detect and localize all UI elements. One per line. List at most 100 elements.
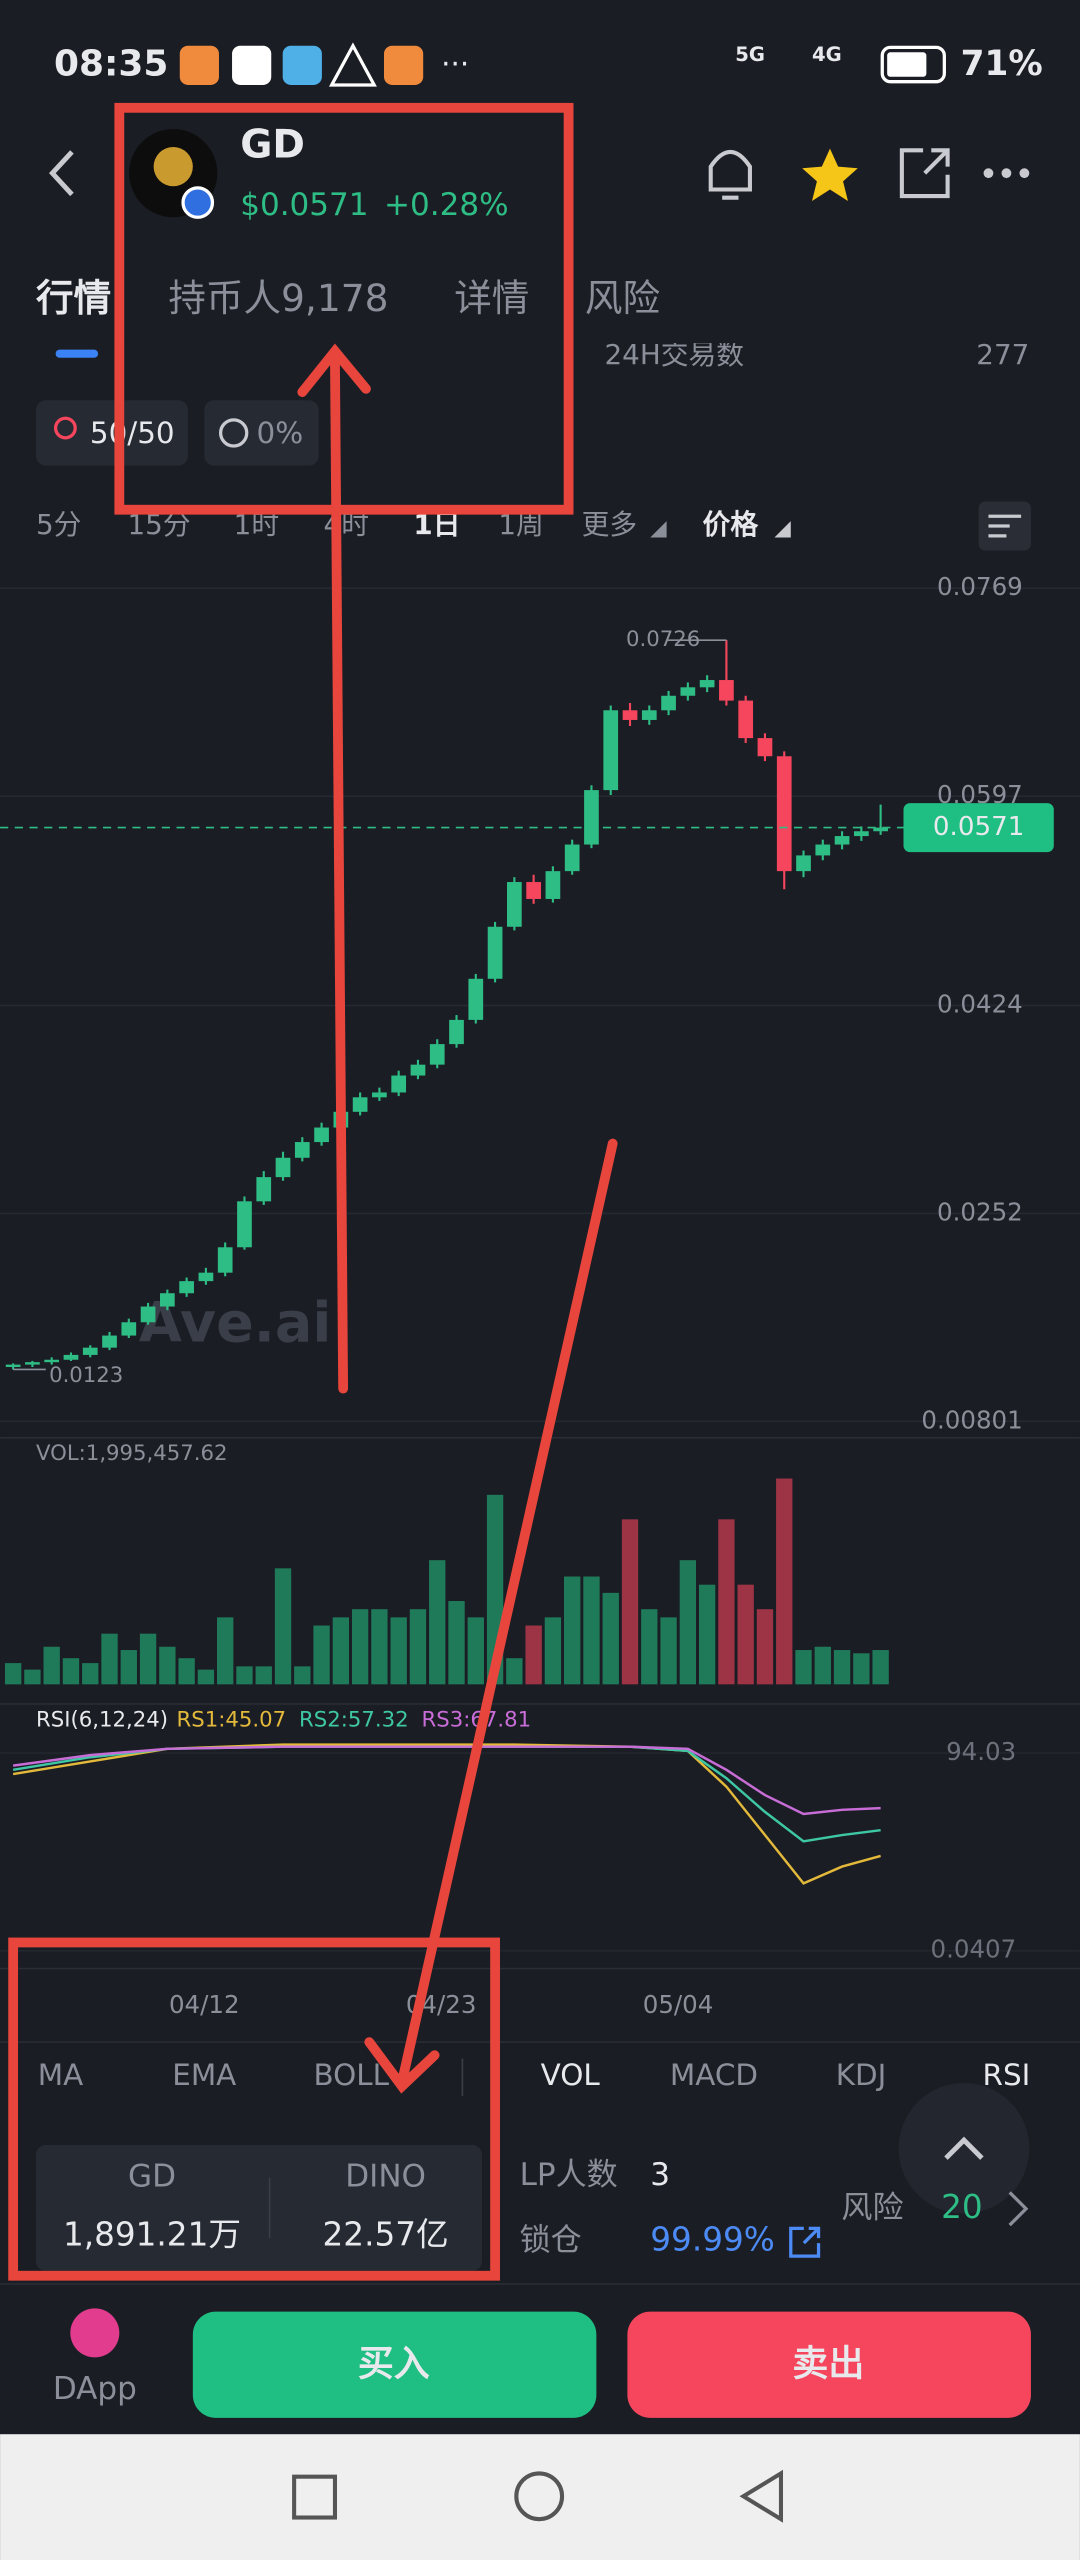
volume-bar <box>4 1663 22 1685</box>
chip-icon <box>218 418 249 448</box>
candle-body <box>25 1362 40 1365</box>
volume-bar <box>467 1617 484 1685</box>
interval[interactable]: 更多 <box>582 508 638 541</box>
nav-bar <box>0 2434 1080 2560</box>
tab[interactable]: 详情 <box>454 276 529 320</box>
alert-button[interactable] <box>708 149 752 200</box>
rsi-chart: 94.03 0.0407 RS1:45.07 RS2:57.32 RS3:67.81 <box>0 1707 1080 1964</box>
candle-body <box>372 1092 387 1098</box>
volume-bar <box>718 1519 735 1685</box>
candle-body <box>256 1177 272 1202</box>
network-label: 5G <box>735 43 765 66</box>
last-price-label: 0.0571 <box>933 812 1024 842</box>
rsi-line <box>12 1745 881 1816</box>
rsi-tick-label: 94.03 <box>946 1737 1016 1766</box>
candle-body <box>217 1247 233 1273</box>
dapp-label[interactable]: DApp <box>53 2371 137 2407</box>
nav-home[interactable] <box>514 2471 565 2522</box>
tab[interactable]: 行情 <box>36 276 111 320</box>
candle-body <box>294 1142 310 1158</box>
volume-bar <box>679 1560 697 1685</box>
chip-icon <box>53 416 77 440</box>
volume-bar <box>313 1625 330 1685</box>
nav-recent[interactable] <box>292 2474 338 2520</box>
status-icon <box>383 45 424 85</box>
more-button[interactable] <box>983 168 1030 179</box>
rsi-legend: RS1:45.07 <box>177 1707 287 1732</box>
network-label: 4G <box>812 43 842 66</box>
annotation-box <box>114 102 574 515</box>
rsi-legend: RS2:57.32 <box>299 1707 409 1732</box>
volume-bar <box>236 1666 253 1685</box>
sell-button[interactable] <box>627 2311 1031 2418</box>
candle-body <box>410 1064 426 1076</box>
lp-label: LP人数 <box>520 2157 618 2193</box>
volume-bar <box>217 1617 234 1685</box>
candle-body <box>506 882 522 927</box>
indicator[interactable]: EMA <box>172 2058 236 2092</box>
interval[interactable]: 5分 <box>36 508 81 541</box>
candle-body <box>468 978 484 1020</box>
indicator[interactable]: KDJ <box>836 2058 887 2092</box>
volume-bar <box>544 1617 562 1685</box>
dapp-icon[interactable] <box>70 2308 120 2358</box>
rsi-legend: RS3:67.81 <box>422 1707 532 1732</box>
volume-bar <box>660 1617 677 1685</box>
tab[interactable]: 风险 <box>585 276 660 320</box>
volume-bar <box>698 1584 716 1685</box>
volume-bar <box>371 1609 388 1685</box>
candle-body <box>564 844 580 872</box>
risk-chevron[interactable] <box>1008 2191 1029 2227</box>
volume-bar <box>872 1650 889 1685</box>
sell-label[interactable]: 卖出 <box>792 2344 864 2385</box>
token-price: $0.0571 <box>240 187 368 223</box>
nav-back[interactable] <box>739 2469 784 2523</box>
annotation-box <box>8 1937 500 2281</box>
y-tick-label: 0.0424 <box>937 989 1023 1018</box>
interval[interactable]: 价格 <box>703 508 760 541</box>
back-button[interactable] <box>49 150 74 197</box>
pool-card <box>36 2145 483 2271</box>
tab[interactable]: 持币人9,178 <box>168 276 388 320</box>
volume-label: VOL:1,995,457.62 <box>36 1441 228 1466</box>
candle-body <box>757 738 773 757</box>
indicator[interactable]: BOLL <box>314 2058 390 2092</box>
favorite-button[interactable] <box>802 148 858 201</box>
volume-bar <box>178 1658 195 1685</box>
candle-body <box>641 710 657 720</box>
volume-bar <box>448 1601 465 1685</box>
volume-bar <box>197 1669 215 1685</box>
candle-body <box>834 836 850 845</box>
indicator[interactable]: VOL <box>541 2058 601 2092</box>
volume-bar <box>621 1519 639 1685</box>
volume-bar <box>641 1609 658 1685</box>
candle-body <box>815 844 831 856</box>
volume-bar <box>833 1650 851 1685</box>
status-icon <box>282 45 322 85</box>
scroll-top-button[interactable] <box>898 2082 1030 2214</box>
low-label: 0.0123 <box>49 1363 123 1388</box>
candle-body <box>352 1097 368 1112</box>
candle-body <box>680 687 696 696</box>
pool-token: GD <box>128 2159 176 2195</box>
indicator[interactable]: MA <box>38 2058 83 2092</box>
y-tick-label: 0.0769 <box>937 572 1023 601</box>
annotation-arrow <box>364 1138 618 2094</box>
token-avatar-art <box>153 147 193 187</box>
external-link[interactable] <box>789 2226 821 2258</box>
indicator[interactable]: MACD <box>670 2058 758 2092</box>
volume-bar <box>332 1617 350 1685</box>
share-button[interactable] <box>899 148 950 199</box>
buy-label[interactable]: 买入 <box>358 2344 430 2385</box>
battery-level <box>887 52 927 77</box>
volume-bar <box>564 1576 581 1685</box>
buy-button[interactable] <box>192 2311 597 2418</box>
candle-body <box>719 680 734 701</box>
candle-body <box>449 1019 464 1045</box>
chart-settings-icon <box>988 514 1022 538</box>
rsi-label: RSI(6,12,24) <box>36 1707 168 1732</box>
chip-text: 0% <box>257 416 304 450</box>
indicator[interactable]: RSI <box>983 2058 1031 2092</box>
